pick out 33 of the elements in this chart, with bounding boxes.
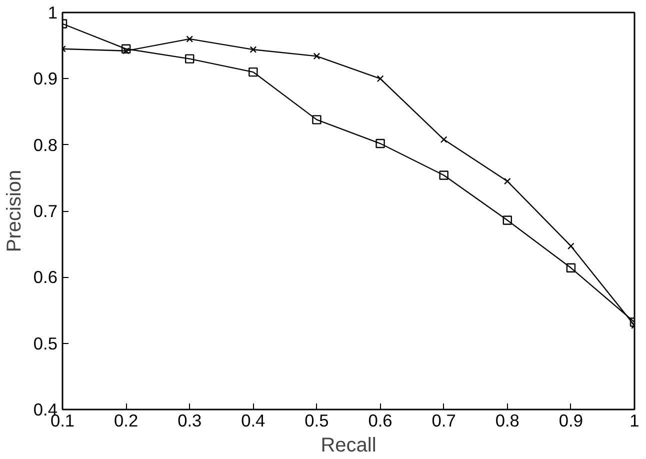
x-axis-title: Recall (320, 434, 376, 456)
y-tick-label: 0.9 (33, 68, 58, 89)
point (566, 263, 576, 273)
x-tick-label: 0.4 (241, 410, 266, 430)
y-axis-title: Precision (3, 170, 26, 252)
point (248, 67, 258, 77)
y-tick-label: 0.6 (33, 267, 58, 288)
x-tick-label: 0.9 (558, 410, 583, 430)
x-tick-label: 0.5 (304, 410, 329, 430)
point (439, 170, 448, 180)
point (186, 36, 194, 42)
y-tick-label: 0.7 (33, 201, 58, 221)
point (504, 178, 511, 185)
x-tick-label: 0.3 (178, 410, 202, 430)
x-tick-label: 0.6 (368, 410, 392, 430)
y-tick-label: 0.8 (33, 134, 58, 155)
point (376, 138, 385, 148)
point (185, 54, 194, 64)
x-tick-label: 0.2 (114, 410, 138, 430)
point (121, 44, 131, 54)
point (502, 216, 512, 225)
y-tick-label: 1 (48, 2, 58, 22)
point (122, 47, 130, 54)
point (376, 75, 384, 82)
y-tick-label: 0.5 (33, 333, 58, 354)
point (568, 242, 574, 250)
point (313, 52, 320, 60)
x-tick-label: 1 (630, 410, 640, 430)
point (440, 136, 448, 143)
point (312, 115, 322, 124)
point (250, 46, 257, 53)
x-tick-label: 0.8 (495, 410, 520, 430)
x-tick-label: 0.7 (432, 410, 456, 430)
